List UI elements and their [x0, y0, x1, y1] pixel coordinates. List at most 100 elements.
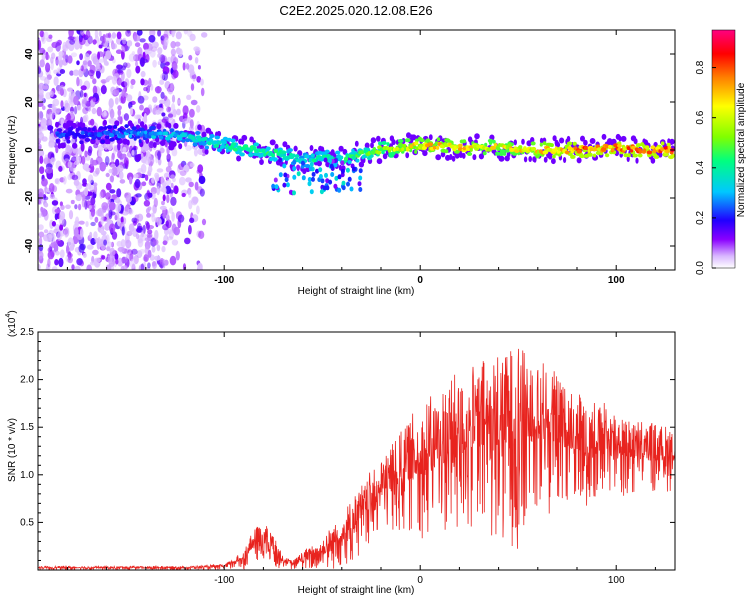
ridge-blob	[183, 133, 188, 137]
noise-blob	[89, 231, 93, 240]
snr-ticks: -100 0 100 0.5 1.0 1.5 2.0 2.5	[20, 327, 675, 586]
spectrogram-panel: -100 0 100 -40 -20 0 20 40 Height of straight l…	[7, 29, 676, 297]
ridge-blob	[496, 146, 500, 151]
noise-blob	[78, 244, 85, 253]
ridge-blob	[282, 141, 288, 148]
noise-blob	[167, 106, 171, 112]
ridge-blob	[391, 139, 396, 146]
ridge-blob	[633, 138, 638, 145]
ridge-blob	[502, 151, 507, 156]
ridge-blob	[339, 155, 344, 160]
noise-blob	[188, 190, 192, 198]
ridge-blob	[583, 146, 589, 150]
ridge-blob	[311, 176, 315, 182]
noise-blob	[122, 146, 127, 153]
ridge-blob	[72, 142, 78, 149]
noise-blob	[140, 263, 145, 270]
ridge-blob	[622, 146, 627, 151]
noise-blob	[162, 194, 166, 202]
noise-blob	[111, 32, 117, 39]
noise-blob	[121, 89, 126, 99]
noise-blob	[182, 62, 186, 71]
noise-blob	[122, 211, 129, 216]
noise-blob	[38, 88, 44, 96]
colorbar-tick-label: 0.0	[695, 261, 706, 275]
noise-blob	[84, 53, 90, 62]
noise-blob	[160, 175, 164, 186]
noise-blob	[135, 65, 141, 74]
noise-blob	[39, 166, 45, 175]
noise-blob	[165, 220, 169, 227]
figure-title: C2E2.2025.020.12.08.E26	[279, 3, 432, 18]
noise-blob	[78, 37, 86, 45]
noise-blob	[73, 95, 79, 106]
noise-blob	[141, 229, 145, 238]
noise-blob	[137, 238, 144, 248]
noise-blob	[49, 246, 53, 252]
noise-blob	[125, 194, 132, 203]
noise-blob	[76, 60, 80, 66]
noise-blob	[43, 211, 49, 221]
ridge-blob	[552, 154, 556, 159]
ridge-blob	[382, 153, 388, 160]
noise-blob	[90, 221, 96, 227]
ridge-blob	[292, 159, 297, 165]
noise-blob	[38, 40, 42, 50]
ridge-blob	[425, 138, 431, 143]
ridge-blob	[171, 141, 177, 148]
noise-blob	[111, 75, 117, 85]
ridge-blob	[406, 132, 411, 139]
ridge-blob	[55, 138, 59, 143]
noise-blob	[177, 214, 185, 223]
ridge-blob	[156, 123, 162, 130]
ridge-blob	[126, 139, 130, 146]
noise-blob	[179, 176, 186, 186]
noise-blob	[122, 265, 128, 270]
ridge-blob	[309, 161, 314, 167]
ridge-blob	[91, 127, 96, 132]
noise-blob	[90, 237, 97, 246]
noise-blob	[116, 188, 122, 198]
noise-blob	[143, 254, 149, 262]
noise-blob	[96, 106, 103, 117]
ridge-blob	[292, 153, 296, 158]
noise-blob	[120, 65, 127, 71]
noise-blob	[116, 240, 123, 247]
ridge-blob	[484, 142, 488, 147]
ridge-blob	[239, 152, 245, 157]
noise-blob	[136, 114, 142, 120]
ridge-blob	[576, 149, 582, 154]
noise-blob	[84, 187, 89, 197]
noise-blob	[119, 179, 126, 184]
ridge-blob	[278, 157, 283, 163]
noise-blob	[44, 154, 48, 165]
noise-blob	[154, 217, 159, 223]
noise-blob	[126, 40, 133, 47]
noise-blob	[92, 39, 97, 45]
noise-blob	[150, 191, 156, 200]
noise-blob	[161, 200, 165, 206]
noise-blob	[39, 155, 44, 164]
noise-blob	[189, 162, 195, 168]
noise-blob	[99, 191, 104, 199]
noise-blob	[44, 185, 48, 194]
ridge-blob	[358, 168, 363, 174]
noise-blob	[98, 58, 105, 63]
snr-y-axis-label: SNR (10 * v/v)	[7, 418, 18, 482]
noise-blob	[164, 61, 170, 66]
noise-blob	[170, 196, 177, 206]
noise-blob	[107, 255, 113, 264]
noise-blob	[178, 48, 183, 57]
ridge-blob	[358, 175, 363, 181]
noise-blob	[54, 178, 59, 185]
ridge-blob	[381, 141, 387, 145]
noise-blob	[117, 108, 122, 117]
noise-blob	[93, 184, 98, 194]
ridge-blob	[643, 148, 647, 153]
ridge-blob	[325, 185, 330, 191]
noise-blob	[39, 47, 46, 55]
noise-blob	[53, 240, 58, 248]
noise-blob	[72, 69, 80, 76]
noise-blob	[76, 76, 80, 87]
noise-blob	[146, 49, 152, 54]
